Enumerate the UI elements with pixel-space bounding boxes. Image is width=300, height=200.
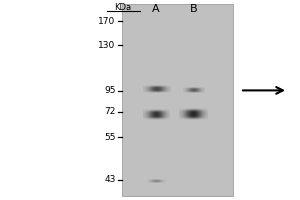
Bar — [122, 4, 232, 196]
Text: 95: 95 — [104, 86, 116, 95]
Text: 55: 55 — [104, 132, 116, 142]
Text: B: B — [190, 4, 197, 14]
Text: 72: 72 — [104, 108, 116, 116]
Text: 170: 170 — [98, 17, 116, 25]
Text: 130: 130 — [98, 40, 116, 49]
Text: A: A — [152, 4, 160, 14]
Text: 43: 43 — [104, 176, 116, 184]
Text: KDa: KDa — [114, 3, 132, 12]
